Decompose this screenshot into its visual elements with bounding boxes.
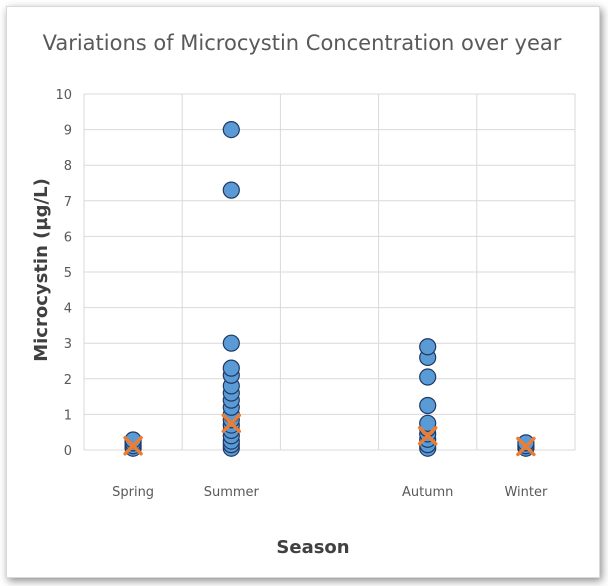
y-axis-title: Microcystin (µg/L)	[31, 178, 52, 362]
gridlines	[83, 93, 576, 451]
y-tick-label: 0	[64, 444, 72, 459]
y-tick-labels: 0 1 2 3 4 5 6 7 8 9 10	[55, 88, 72, 459]
chart-frame	[6, 6, 600, 578]
data-point	[419, 414, 437, 432]
x-tick-labels: Spring Summer Autumn Winter	[112, 485, 548, 500]
mean-marker	[221, 413, 242, 434]
data-point	[517, 434, 535, 452]
chart-title: Variations of Microcystin Concentration …	[43, 31, 562, 55]
mean-marker	[516, 436, 536, 457]
data-point	[419, 368, 437, 386]
y-tick-label: 10	[55, 88, 72, 103]
x-tick-label: Spring	[112, 485, 154, 500]
data-point	[419, 396, 437, 415]
data-point	[222, 334, 240, 352]
data-point	[222, 359, 240, 377]
mean-marker	[417, 426, 438, 446]
data-point	[419, 338, 437, 356]
x-tick-label: Winter	[504, 485, 548, 500]
y-tick-label: 5	[64, 266, 72, 281]
y-tick-label: 2	[64, 373, 72, 388]
y-tick-label: 1	[64, 408, 72, 423]
y-tick-label: 3	[64, 337, 72, 352]
y-tick-label: 8	[64, 159, 72, 174]
data-point	[222, 121, 240, 139]
data-point	[222, 181, 240, 199]
x-axis-title: Season	[276, 537, 349, 558]
y-tick-label: 9	[64, 124, 72, 139]
mean-marker	[123, 435, 143, 456]
data-points	[123, 121, 536, 457]
y-tick-label: 7	[64, 195, 72, 210]
x-tick-label: Summer	[204, 485, 260, 500]
y-tick-label: 6	[64, 230, 72, 245]
y-tick-label: 4	[64, 302, 72, 317]
x-tick-label: Autumn	[402, 485, 453, 500]
